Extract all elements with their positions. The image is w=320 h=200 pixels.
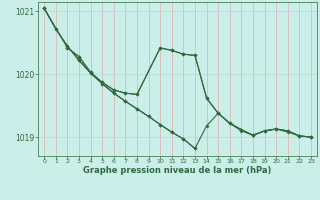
X-axis label: Graphe pression niveau de la mer (hPa): Graphe pression niveau de la mer (hPa) (84, 166, 272, 175)
